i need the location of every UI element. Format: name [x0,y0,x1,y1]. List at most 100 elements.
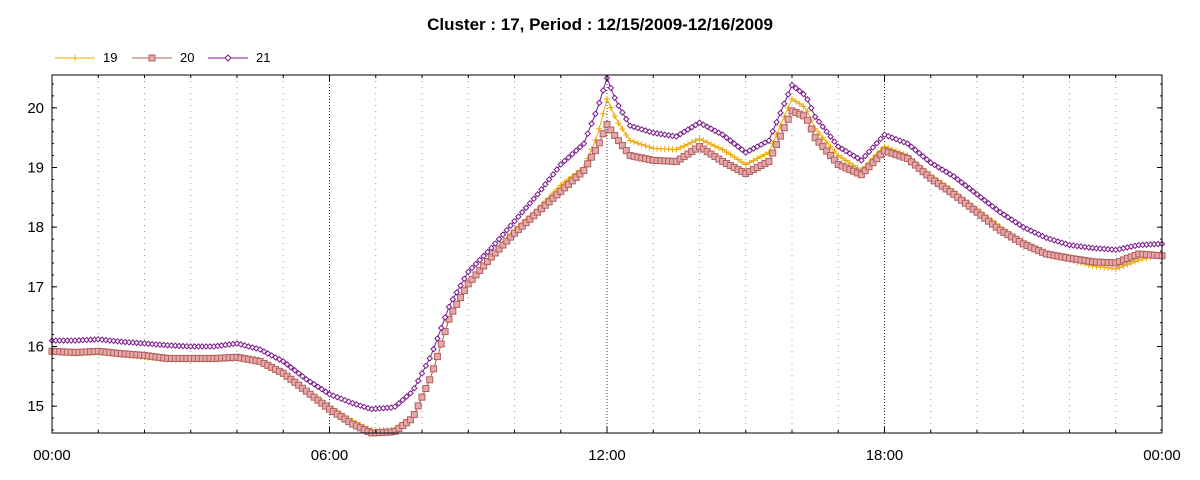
data-point-20 [861,167,869,175]
data-point-19 [819,134,826,141]
data-point-21 [1046,235,1054,243]
data-point-20 [611,131,619,139]
data-point-19 [596,125,603,132]
data-point-20 [499,241,507,249]
data-point-19 [646,144,653,151]
data-point-19 [1128,259,1135,266]
data-point-21 [780,100,788,107]
data-point-21 [98,336,106,344]
data-point-21 [912,146,919,154]
data-point-21 [942,168,950,176]
data-point-21 [804,96,811,103]
data-point-19 [711,143,718,150]
data-point-20 [453,300,461,308]
data-point-21 [1016,221,1023,228]
chart-series [48,74,1166,437]
data-point-21 [669,132,676,140]
data-point-21 [480,252,487,260]
data-point-21 [457,282,464,289]
data-point-21 [522,204,530,212]
chart-grid [97,75,1117,433]
data-point-21 [283,361,291,368]
y-tick-label: 17 [27,279,44,296]
data-point-21 [495,235,503,243]
data-point-19 [727,151,734,158]
data-point-21 [553,166,561,173]
data-point-21 [1019,223,1027,231]
data-point-19 [842,157,849,164]
data-point-21 [842,147,850,155]
data-point-21 [441,314,449,321]
data-point-20 [491,249,499,257]
data-point-19 [719,146,726,153]
data-point-21 [1085,244,1093,251]
data-point-20 [484,257,492,265]
data-point-20 [599,130,607,138]
data-point-21 [580,140,588,147]
data-point-19 [634,140,641,147]
data-point-21 [584,130,592,137]
data-point-21 [1027,227,1035,235]
data-point-21 [827,133,834,140]
data-point-21 [869,144,877,151]
data-point-21 [476,256,484,264]
data-point-21 [318,385,326,393]
data-point-20 [422,384,430,392]
data-point-19 [758,153,765,160]
x-tick-label: 00:00 [1143,447,1181,464]
data-point-21 [792,84,800,92]
data-point-21 [94,336,102,343]
data-point-21 [545,176,553,183]
data-point-21 [611,94,619,102]
data-point-21 [661,131,669,138]
data-point-19 [638,141,645,148]
data-point-21 [491,240,499,247]
data-point-20 [776,132,784,140]
data-point-21 [992,205,1000,213]
data-point-19 [850,162,857,169]
data-point-21 [715,129,723,136]
data-point-21 [1077,243,1085,250]
data-point-21 [349,399,356,407]
data-point-21 [777,109,784,117]
data-point-21 [811,113,819,121]
data-point-20 [588,153,596,161]
data-point-21 [958,179,965,186]
data-point-19 [627,137,634,144]
data-point-20 [877,151,885,159]
data-point-21 [114,338,121,345]
data-point-19 [611,113,618,120]
data-point-19 [642,142,649,149]
data-point-20 [803,116,811,124]
data-point-19 [677,144,684,151]
data-point-20 [430,365,438,373]
data-point-21 [965,185,973,192]
data-point-21 [549,171,557,178]
series-20 [48,107,1166,437]
data-point-20 [418,393,426,401]
data-point-21 [260,348,268,355]
data-point-21 [1081,243,1089,251]
data-point-21 [468,264,476,272]
data-point-21 [322,388,329,396]
data-point-21 [730,140,738,147]
plot-frame [51,74,1163,434]
data-point-19 [827,143,834,150]
data-point-21 [526,199,534,207]
data-point-20 [857,171,865,179]
data-point-21 [565,154,572,161]
x-tick-label: 18:00 [866,447,904,464]
data-point-21 [403,393,410,400]
data-point-21 [807,104,815,112]
data-point-21 [430,345,437,353]
y-tick-label: 15 [27,398,44,415]
y-tick-label: 16 [27,338,44,355]
data-point-21 [1035,231,1042,238]
data-point-21 [692,121,699,129]
data-point-21 [854,154,861,162]
data-point-20 [811,134,819,142]
data-point-21 [569,150,576,158]
x-axis: 00:00 06:00 12:00 18:00 00:00 [33,75,1181,464]
data-point-19 [715,144,722,151]
data-point-20 [503,237,511,245]
